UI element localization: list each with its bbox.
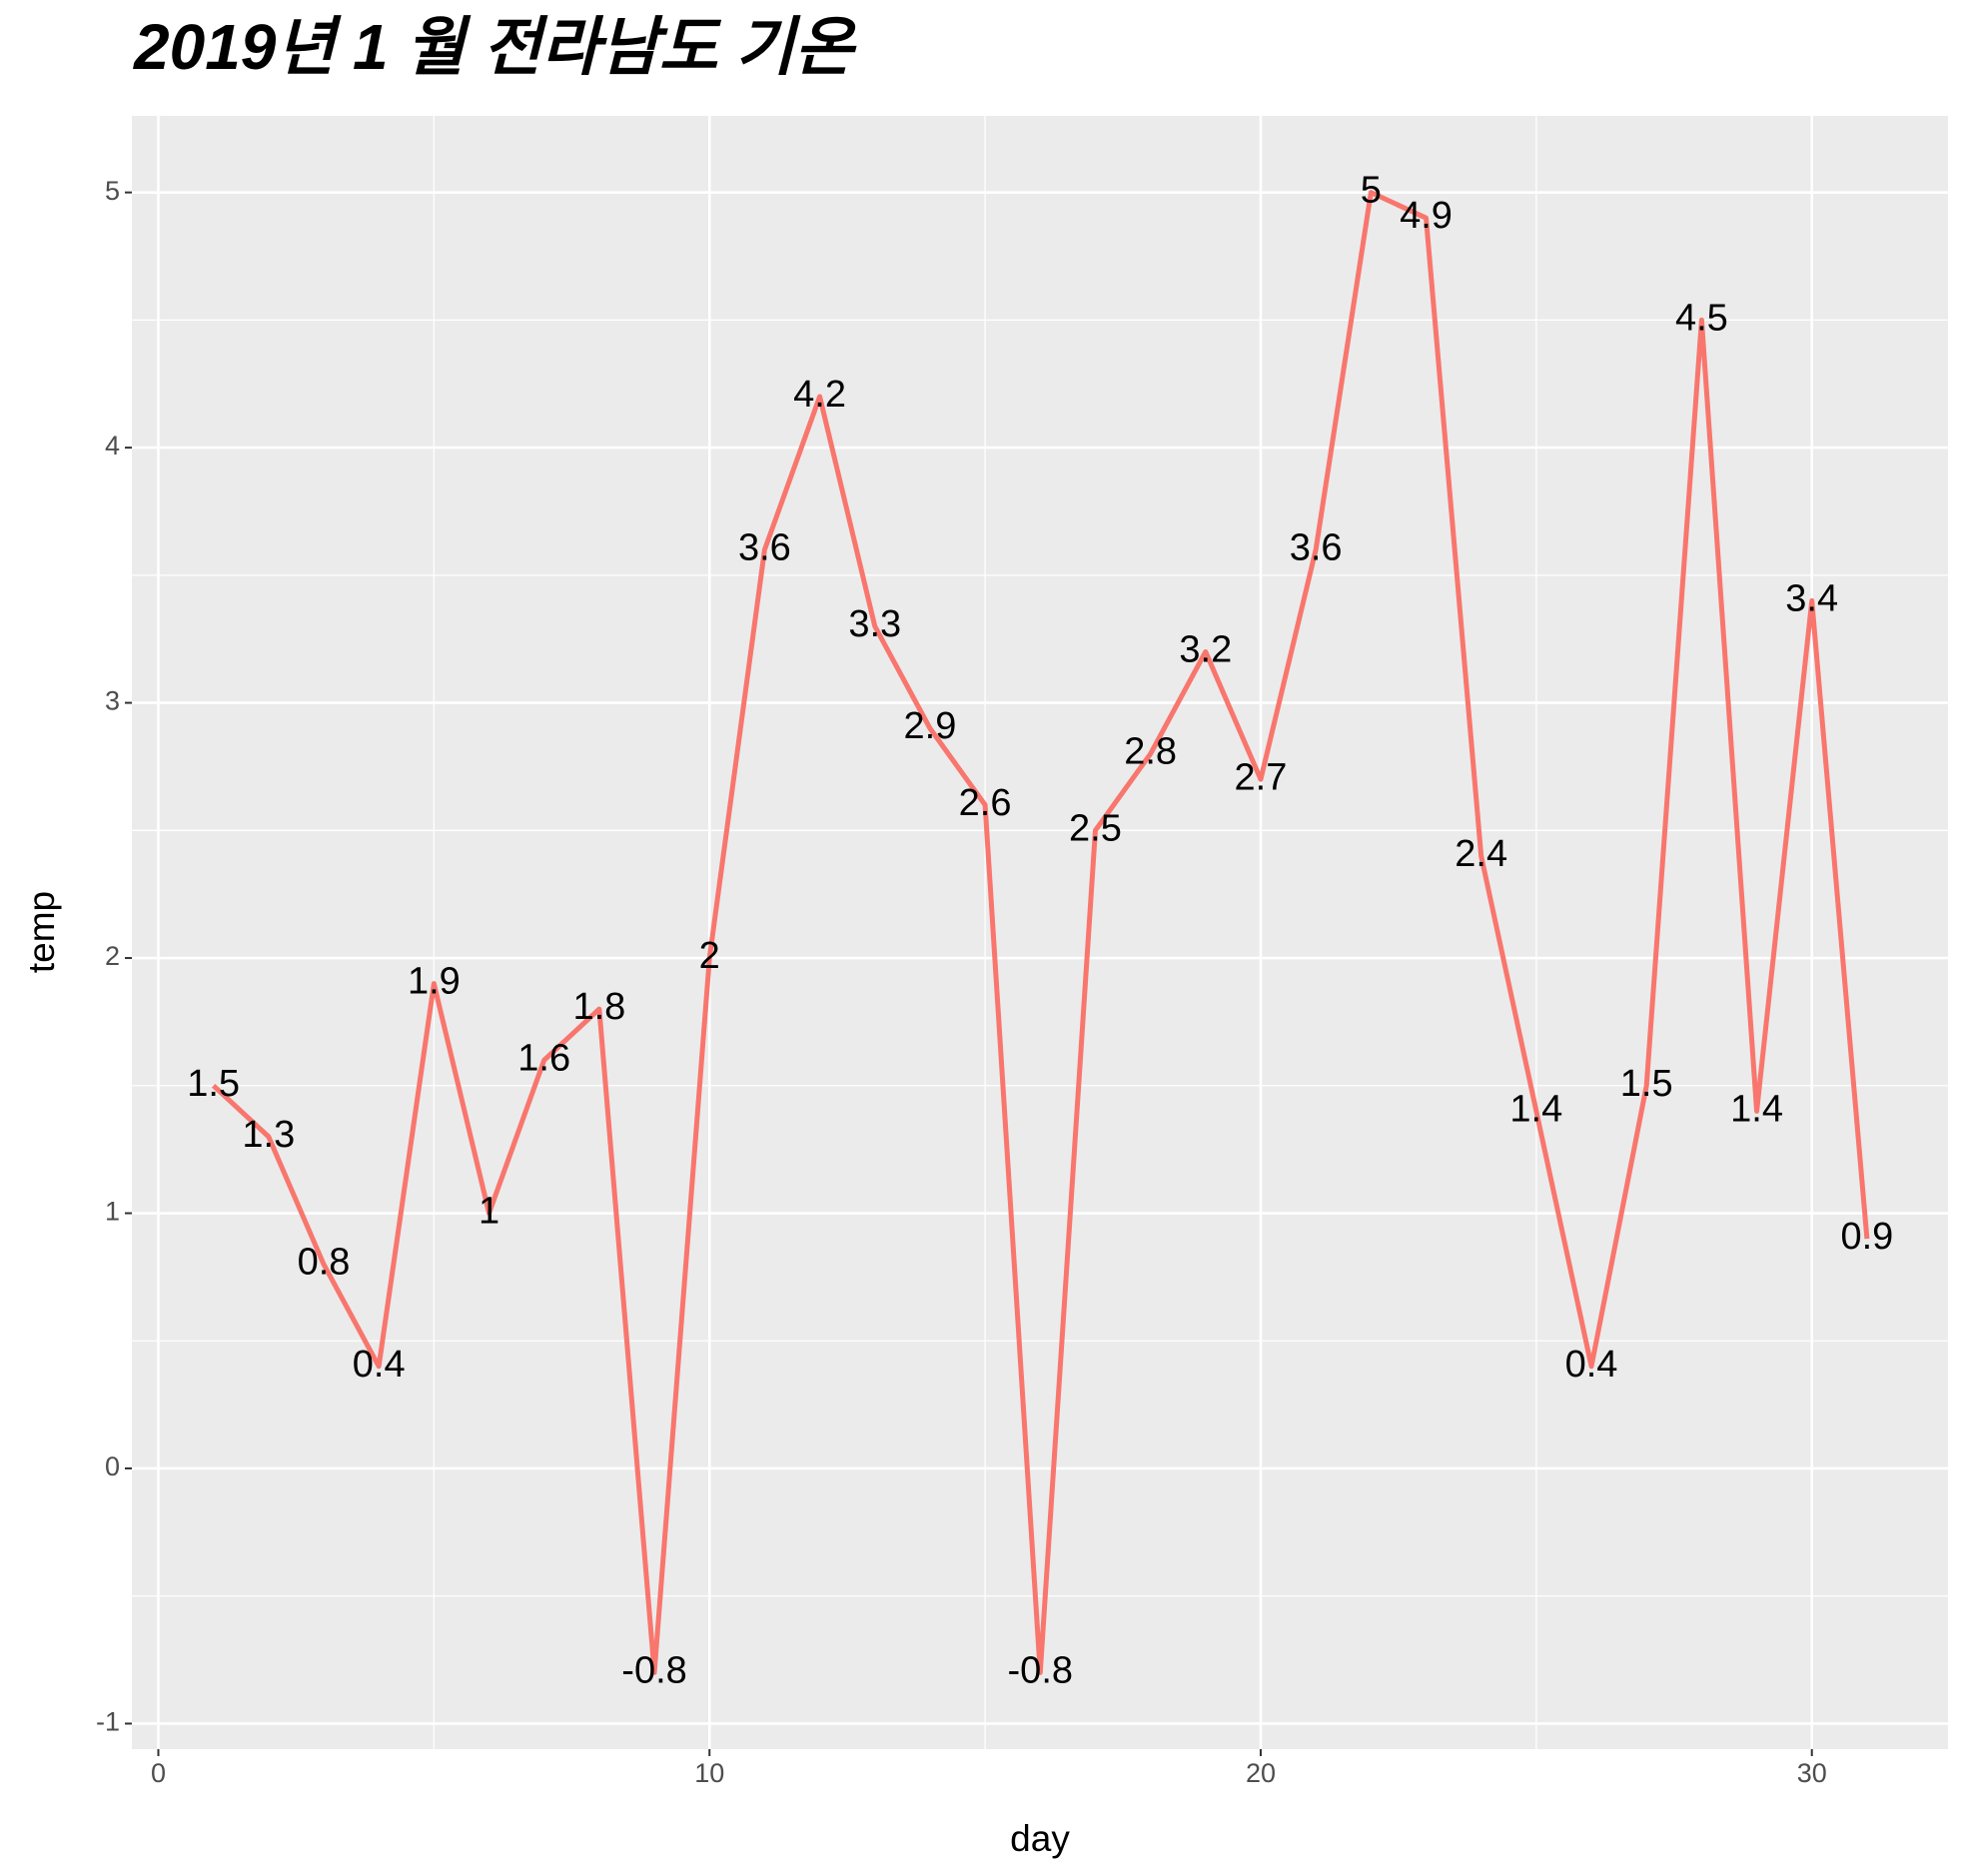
data-label: 2.4 [1455,833,1507,875]
data-label: 4.5 [1675,297,1728,339]
data-label: 2.6 [959,782,1012,824]
data-label: 0.9 [1840,1216,1893,1258]
data-label: 3.2 [1179,629,1232,671]
data-label: 1.6 [517,1037,570,1079]
data-label: 3.6 [738,526,791,568]
y-tick-label: -1 [96,1707,120,1737]
data-label: 0.4 [353,1344,406,1386]
data-label: 3.6 [1290,526,1343,568]
x-axis-title: day [1010,1818,1070,1859]
panel [132,116,1948,1749]
data-label: 1.9 [408,961,461,1003]
data-label: 1.5 [1620,1063,1673,1105]
data-label: 1 [479,1191,499,1233]
line [211,190,1870,1675]
y-tick-label: 2 [105,941,120,971]
data-label: 1.4 [1730,1088,1783,1130]
data-label: 2.5 [1069,807,1122,849]
x-tick-label: 10 [694,1758,724,1788]
data-label: 3.4 [1785,577,1838,619]
data-label: 5 [1361,170,1382,212]
data-label: 2.7 [1235,756,1288,798]
y-tick-label: 5 [105,176,120,206]
chart-title: 2019년 1 월 전라남도 기온 [133,11,857,83]
data-label: 0.8 [298,1242,351,1284]
y-tick-label: 4 [105,431,120,461]
y-tick-label: 0 [105,1451,120,1481]
data-label: 4.9 [1400,195,1453,237]
data-label: 1.5 [187,1063,240,1105]
x-tick-label: 30 [1797,1758,1827,1788]
y-tick-label: 1 [105,1197,120,1227]
data-label: 2.9 [904,705,957,747]
data-label: 3.3 [848,603,901,645]
data-label: 2 [699,935,720,977]
data-label: 4.2 [793,374,846,416]
data-label: 2.8 [1124,731,1177,773]
data-label: -0.8 [1008,1649,1073,1691]
data-label: 1.3 [242,1114,295,1156]
y-axis-title: temp [21,891,62,973]
x-tick-label: 0 [151,1758,166,1788]
x-tick-label: 20 [1246,1758,1276,1788]
data-label: 1.8 [572,986,625,1028]
data-label: 0.4 [1565,1344,1618,1386]
y-tick-label: 3 [105,686,120,716]
data-label: 1.4 [1509,1088,1562,1130]
data-label: -0.8 [621,1649,686,1691]
